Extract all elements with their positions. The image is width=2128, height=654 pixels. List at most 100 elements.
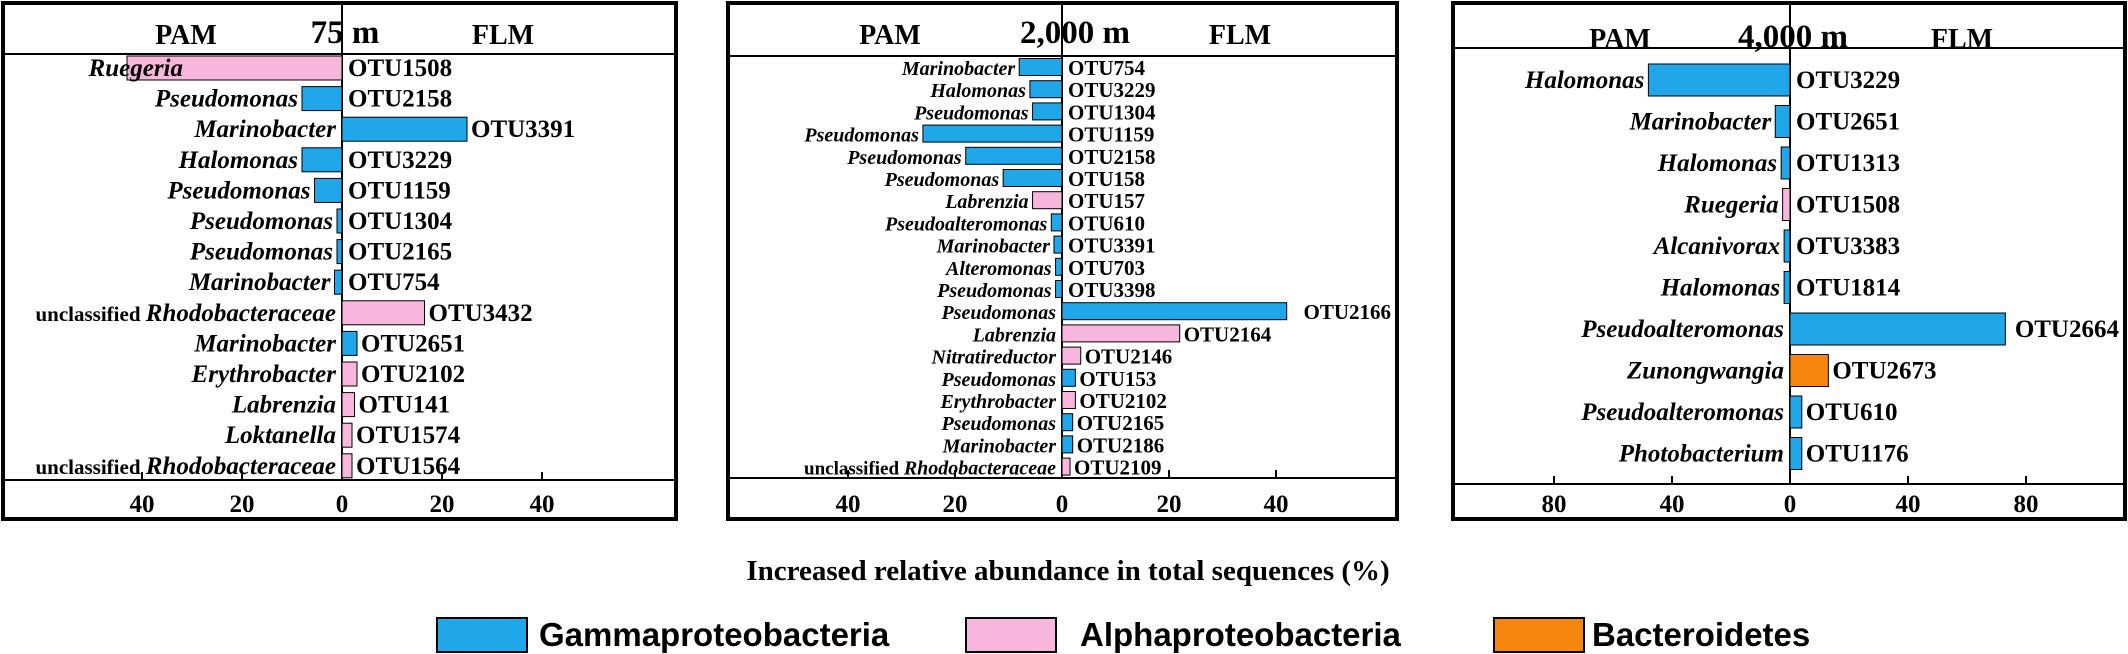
taxon-name: Pseudomonas: [936, 280, 1052, 302]
bar: [1061, 302, 1288, 321]
taxon-name: Pseudomonas: [803, 125, 919, 147]
x-tick-label: 80: [1542, 491, 1567, 518]
otu-label: OTU2102: [1079, 389, 1167, 413]
otu-label: OTU3229: [1068, 78, 1156, 102]
bar: [1789, 437, 1803, 470]
bar: [341, 361, 358, 387]
otu-label: OTU1176: [1806, 441, 1909, 468]
taxon-label: Pseudomonas: [803, 125, 919, 147]
x-tick-label: 20: [943, 491, 968, 518]
legend-label: Gammaproteobacteria: [539, 616, 890, 653]
bar: [1029, 80, 1063, 99]
taxon-label: Pseudomonas: [154, 86, 298, 113]
taxon-name: Marinobacter: [193, 330, 336, 357]
otu-label: OTU158: [1068, 167, 1145, 191]
x-tick-label: 40: [130, 491, 155, 518]
taxon-name: Ruegeria: [88, 55, 183, 82]
otu-label: OTU2164: [1184, 322, 1272, 346]
taxon-name: Pseudomonas: [189, 208, 333, 235]
bar: [1774, 105, 1791, 138]
bar: [1789, 312, 2006, 346]
taxon-label: Nitratireductor: [931, 347, 1057, 369]
bar: [1032, 191, 1063, 210]
taxon-name: Halomonas: [1660, 275, 1780, 302]
bar: [1061, 435, 1074, 454]
otu-label: OTU1508: [348, 55, 452, 82]
otu-label: OTU3391: [471, 116, 575, 143]
taxon-name: Marinobacter: [1629, 109, 1772, 136]
taxon-name: Pseudomonas: [941, 369, 1057, 391]
legend-item: Alphaproteobacteria: [965, 616, 1402, 653]
bar: [341, 116, 468, 142]
taxon-name: Pseudomonas: [884, 169, 1000, 191]
x-tick-label: 80: [2014, 491, 2039, 518]
taxon-name: Pseudomonas: [189, 239, 333, 266]
taxon-name: Labrenzia: [972, 324, 1056, 346]
bar: [314, 177, 343, 203]
taxon-name: Marinobacter: [942, 435, 1057, 457]
otu-label: OTU610: [1068, 211, 1145, 235]
taxon-label: Zunongwangia: [1626, 358, 1784, 385]
taxon-label: Pseudomonas: [936, 280, 1052, 302]
taxon-prefix: unclassified: [35, 302, 145, 326]
taxon-name: Rhodobacteraceae: [145, 453, 336, 480]
taxon-label: Pseudomonas: [189, 208, 333, 235]
taxon-label: Marinobacter: [1629, 109, 1772, 136]
legend: Gammaproteobacteria Alphaproteobacteria Ba…: [436, 616, 1810, 653]
legend-label: Alphaproteobacteria: [1080, 616, 1402, 653]
taxon-name: Pseudoalteromonas: [1580, 399, 1784, 426]
taxon-name: Ruegeria: [1683, 192, 1778, 219]
otu-label: OTU2651: [1796, 109, 1900, 136]
bar: [1055, 280, 1063, 298]
bar: [301, 86, 343, 112]
otu-label: OTU1564: [356, 453, 461, 480]
bar: [1061, 324, 1181, 343]
taxon-label: Halomonas: [178, 147, 298, 174]
taxon-name: Labrenzia: [944, 191, 1028, 213]
x-tick-label: 40: [1264, 491, 1289, 518]
bar: [1783, 271, 1791, 304]
taxon-name: Labrenzia: [231, 392, 336, 419]
taxon-label: Marinobacter: [936, 236, 1051, 258]
taxon-label: Pseudomonas: [941, 302, 1057, 324]
taxon-label: Alteromonas: [944, 258, 1052, 280]
otu-label: OTU141: [359, 392, 451, 419]
bar: [341, 330, 358, 356]
taxon-label: Labrenzia: [231, 392, 336, 419]
taxon-label: unclassified Rhodobacteraceae: [35, 300, 336, 327]
legend-item: Gammaproteobacteria: [436, 616, 890, 653]
taxon-name: Pseudoalteromonas: [884, 213, 1047, 235]
left-header: PAM: [1589, 24, 1651, 55]
left-header: PAM: [155, 20, 217, 51]
taxon-name: Pseudomonas: [941, 302, 1057, 324]
bar: [1061, 346, 1082, 365]
otu-label: OTU2146: [1085, 345, 1173, 369]
taxon-label: Pseudomonas: [913, 102, 1029, 124]
otu-label: OTU703: [1068, 256, 1145, 280]
taxon-label: Alcanivorax: [1652, 233, 1780, 260]
otu-label: OTU3391: [1068, 234, 1156, 258]
taxon-label: Ruegeria: [88, 55, 183, 82]
taxon-label: Pseudomonas: [189, 239, 333, 266]
taxon-label: Pseudoalteromonas: [1580, 316, 1784, 343]
panels: PAM 75 m FLM 40 20 0 20 40 Ruegeria OTU1508 Pseudo…: [1, 1, 2127, 521]
x-tick-label: 0: [1056, 491, 1069, 518]
otu-label: OTU2109: [1074, 456, 1162, 480]
otu-label: OTU1304: [348, 208, 453, 235]
taxon-name: Marinobacter: [936, 236, 1051, 258]
taxon-name: Nitratireductor: [931, 347, 1057, 369]
taxon-name: Erythrobacter: [191, 361, 337, 388]
taxon-name: Loktanella: [224, 422, 336, 449]
taxon-prefix: unclassified: [804, 459, 904, 480]
otu-label: OTU754: [1068, 56, 1146, 80]
otu-label: OTU1159: [348, 177, 451, 204]
bar: [1061, 368, 1076, 387]
taxon-name: Rhodobacteraceae: [903, 458, 1056, 480]
taxon-name: Alcanivorax: [1652, 233, 1780, 260]
x-tick-label: 40: [530, 491, 555, 518]
bar: [1053, 235, 1063, 254]
taxon-label: Pseudomonas: [166, 177, 310, 204]
legend-swatch: [1493, 617, 1585, 653]
taxon-label: Halomonas: [929, 80, 1026, 102]
otu-label: OTU3229: [348, 147, 452, 174]
